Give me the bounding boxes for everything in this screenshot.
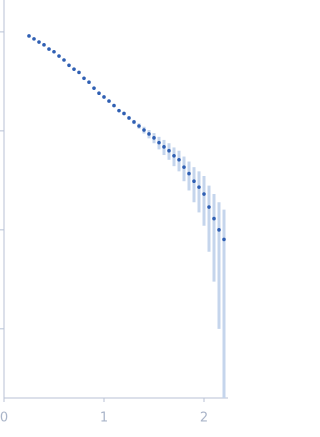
point (37, 40, 41, 44)
point (182, 165, 186, 169)
x-tick-label: 1 (100, 411, 108, 426)
point (207, 205, 211, 209)
point (107, 99, 111, 103)
point (197, 185, 201, 189)
point (57, 54, 61, 58)
point (32, 37, 36, 41)
chart: 0 1 2 (0, 0, 228, 426)
point (142, 128, 146, 132)
point (77, 70, 81, 75)
point (47, 47, 51, 51)
x-tick-label: 2 (200, 411, 208, 426)
point (117, 108, 121, 113)
point (212, 216, 216, 221)
point (132, 120, 136, 124)
point (92, 86, 96, 90)
point (102, 95, 106, 99)
point (27, 34, 31, 38)
point (42, 43, 46, 47)
point (187, 171, 191, 176)
x-tick-label: 0 (0, 411, 8, 426)
point (82, 76, 86, 81)
point (127, 116, 131, 120)
point (137, 124, 141, 128)
point (177, 158, 181, 162)
point (202, 192, 206, 196)
point (152, 136, 156, 140)
point (67, 63, 71, 68)
point (167, 148, 171, 153)
point (157, 140, 161, 145)
point (147, 132, 151, 136)
point (122, 111, 126, 116)
point (222, 237, 226, 242)
point (217, 228, 221, 232)
point (112, 103, 116, 108)
point (162, 145, 166, 149)
point (62, 58, 66, 62)
point (87, 80, 91, 85)
point (172, 153, 176, 158)
point (72, 67, 76, 71)
point (192, 179, 196, 184)
point (52, 49, 56, 54)
point (97, 91, 101, 96)
